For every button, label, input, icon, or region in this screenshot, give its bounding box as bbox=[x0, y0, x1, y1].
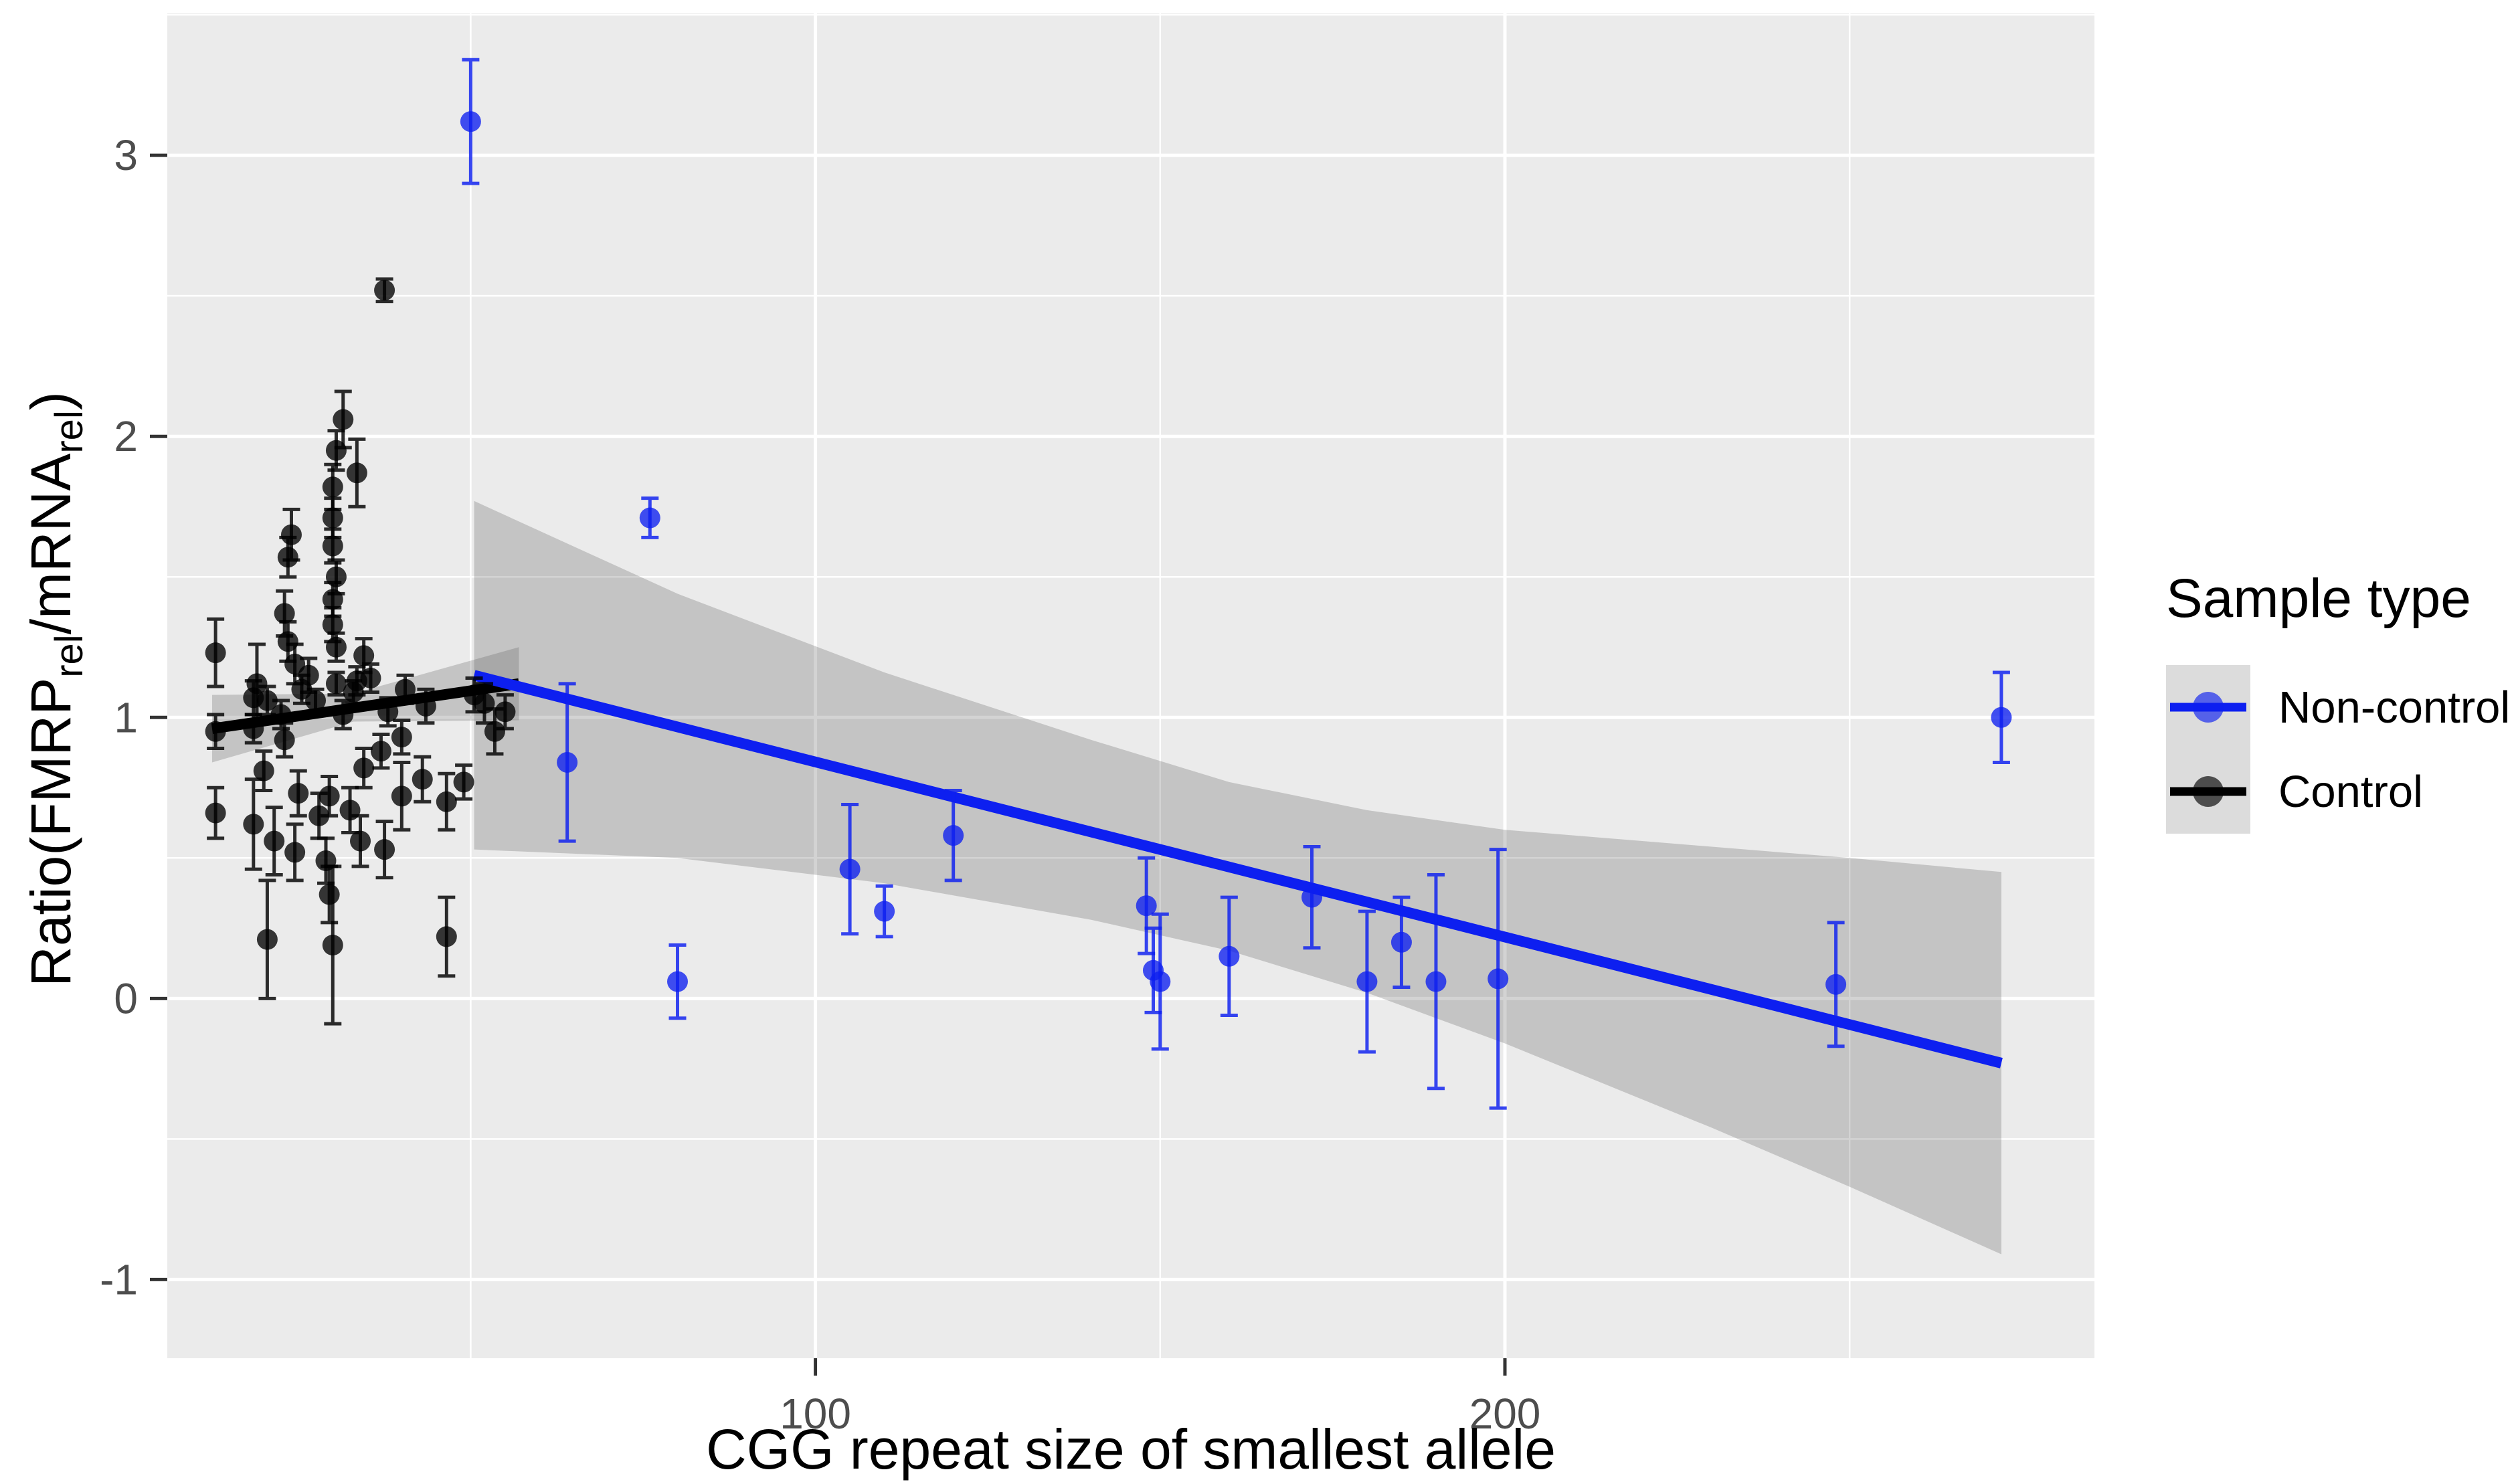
data-point-control bbox=[319, 785, 340, 807]
data-point-non-control bbox=[943, 825, 964, 846]
legend: Sample type Non-control Control bbox=[2166, 567, 2510, 834]
data-point-control bbox=[205, 721, 226, 742]
point-icon bbox=[2193, 776, 2224, 807]
data-point-control bbox=[353, 645, 375, 666]
data-point-non-control bbox=[1488, 968, 1509, 990]
data-point-control bbox=[280, 524, 302, 545]
data-point-control bbox=[305, 690, 327, 711]
data-point-control bbox=[436, 926, 457, 947]
legend-item-non-control: Non-control bbox=[2166, 665, 2510, 749]
y-tick-label: 3 bbox=[114, 131, 138, 179]
data-point-control bbox=[346, 462, 367, 484]
data-point-non-control bbox=[460, 111, 481, 132]
data-point-non-control bbox=[874, 901, 895, 922]
data-point-control bbox=[243, 718, 264, 739]
data-point-control bbox=[274, 603, 295, 624]
data-point-control bbox=[277, 631, 298, 652]
data-point-non-control bbox=[1301, 887, 1322, 908]
data-point-control bbox=[288, 783, 309, 804]
data-point-control bbox=[308, 805, 330, 826]
data-point-control bbox=[343, 681, 364, 703]
y-axis-title-text: Ratio(FMRP bbox=[19, 677, 82, 987]
data-point-non-control bbox=[1425, 971, 1447, 992]
y-axis-title: Ratio(FMRPrel/mRNArel) bbox=[19, 391, 92, 987]
y-tick-label: 0 bbox=[114, 974, 138, 1022]
data-point-control bbox=[325, 673, 347, 694]
data-point-control bbox=[291, 678, 312, 700]
data-point-control bbox=[333, 409, 354, 430]
data-point-control bbox=[256, 690, 278, 711]
x-tick-label: 100 bbox=[780, 1390, 851, 1438]
data-point-non-control bbox=[1390, 931, 1412, 953]
data-point-control bbox=[322, 935, 343, 956]
data-point-non-control bbox=[1219, 945, 1240, 967]
confidence-band-non-control bbox=[474, 500, 2001, 1255]
data-point-control bbox=[270, 704, 292, 725]
data-point-control bbox=[374, 839, 395, 860]
regression-line-non-control bbox=[472, 670, 2003, 1069]
data-point-non-control bbox=[639, 507, 660, 529]
y-axis-title-subscript: rel bbox=[47, 410, 91, 454]
data-point-control bbox=[415, 695, 436, 717]
data-point-non-control bbox=[667, 971, 689, 992]
data-point-control bbox=[315, 850, 337, 871]
data-point-control bbox=[253, 760, 274, 781]
data-point-control bbox=[391, 785, 412, 807]
y-axis-title-text: ) bbox=[19, 391, 82, 411]
data-point-control bbox=[205, 802, 226, 824]
data-point-control bbox=[256, 929, 278, 950]
data-point-control bbox=[325, 636, 347, 658]
data-point-control bbox=[205, 642, 226, 664]
data-point-control bbox=[243, 814, 264, 835]
data-point-control bbox=[322, 476, 343, 498]
y-tick-label: 2 bbox=[114, 412, 138, 460]
data-point-control bbox=[350, 830, 371, 852]
legend-title: Sample type bbox=[2166, 568, 2471, 629]
data-point-control bbox=[322, 535, 343, 557]
data-point-non-control bbox=[1991, 707, 2012, 728]
y-tick-label: 1 bbox=[114, 693, 138, 741]
data-point-control bbox=[274, 729, 295, 751]
data-point-control bbox=[370, 741, 391, 762]
data-point-control bbox=[284, 842, 306, 863]
data-point-control bbox=[394, 678, 416, 700]
data-point-control bbox=[453, 771, 474, 793]
y-tick-label: -1 bbox=[100, 1255, 138, 1303]
data-point-control bbox=[322, 589, 343, 610]
data-point-control bbox=[495, 701, 516, 723]
data-point-control bbox=[353, 757, 375, 779]
data-point-control bbox=[322, 614, 343, 636]
y-axis-title-subscript: rel bbox=[47, 634, 91, 678]
legend-label-non-control: Non-control bbox=[2278, 682, 2511, 733]
data-point-control bbox=[319, 884, 340, 905]
data-point-control bbox=[377, 701, 399, 723]
data-point-control bbox=[277, 547, 298, 568]
data-point-control bbox=[360, 667, 381, 688]
data-point-control bbox=[333, 704, 354, 725]
data-point-non-control bbox=[1825, 973, 1847, 995]
data-point-non-control bbox=[557, 751, 578, 773]
data-point-non-control bbox=[839, 858, 861, 880]
data-point-control bbox=[484, 721, 505, 742]
data-point-control bbox=[325, 440, 347, 461]
y-axis-title-text: /mRNA bbox=[19, 453, 82, 635]
legend-label-control: Control bbox=[2278, 766, 2423, 817]
data-point-control bbox=[391, 727, 412, 748]
legend-key-control bbox=[2166, 749, 2250, 834]
data-point-non-control bbox=[1150, 971, 1171, 992]
x-axis-title: CGG repeat size of smallest allele bbox=[706, 1418, 1556, 1481]
data-point-control bbox=[436, 791, 457, 812]
data-point-control bbox=[322, 507, 343, 529]
legend-key-non-control bbox=[2166, 665, 2250, 749]
legend-item-control: Control bbox=[2166, 749, 2510, 834]
data-point-control bbox=[264, 830, 285, 852]
data-point-control bbox=[374, 280, 395, 301]
data-point-non-control bbox=[1136, 895, 1157, 917]
x-tick-label: 200 bbox=[1469, 1390, 1541, 1438]
point-icon bbox=[2193, 692, 2224, 723]
data-point-non-control bbox=[1356, 971, 1378, 992]
data-point-control bbox=[412, 769, 433, 790]
